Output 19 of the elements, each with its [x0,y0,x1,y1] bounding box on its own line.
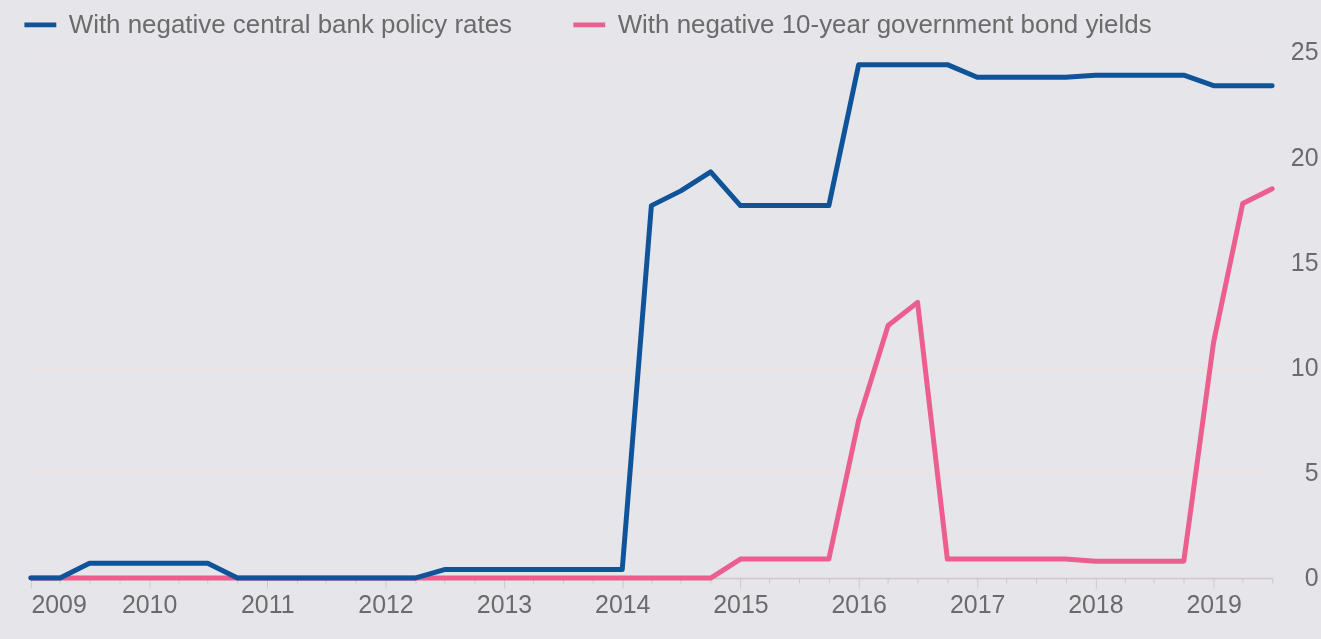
y2-tick-label: 5 [1304,458,1319,487]
x-tick-label: 2018 [1068,590,1124,619]
legend-label: With negative 10-year government bond yields [617,9,1152,38]
x-tick-label: 2016 [831,590,887,619]
x-tick-label: 2009 [31,590,87,619]
x-tick-label: 2013 [476,590,533,619]
x-tick-label: 2017 [949,590,1006,619]
x-tick-label: 2014 [595,590,651,619]
x-tick-label: 2010 [121,590,178,619]
legend-label: With negative central bank policy rates [68,9,513,38]
y2-tick-label: 0 [1304,563,1319,592]
y2-tick-label: 10 [1290,353,1319,382]
y2-tick-label: 15 [1290,247,1319,276]
x-tick-label: 2012 [358,590,414,619]
y2-tick-label: 25 [1290,37,1319,66]
x-tick-label: 2019 [1186,590,1242,619]
x-tick-label: 2015 [713,590,769,619]
y2-tick-label: 20 [1290,142,1319,171]
x-tick-label: 2011 [241,590,295,619]
